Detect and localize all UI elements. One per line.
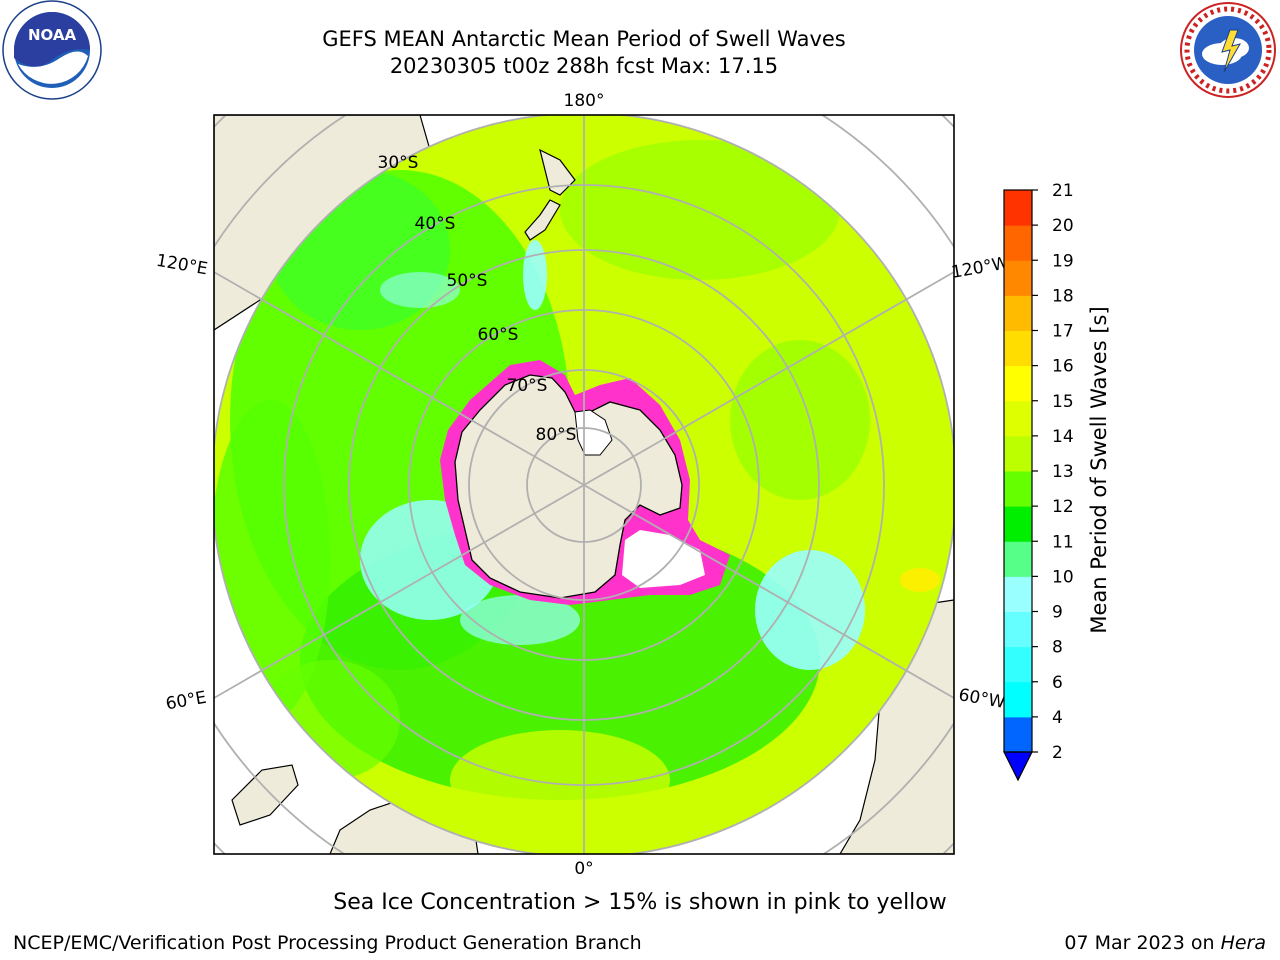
footer-date: 07 Mar 2023 on Hera — [1064, 932, 1266, 954]
colorbar: 2 4 6 8 9 10 11 12 13 14 15 16 17 18 19 20 21 — [1003, 181, 1074, 782]
map-frame — [213, 114, 955, 855]
colorbar-bin — [1004, 400, 1032, 437]
colorbar-tick-label: 20 — [1052, 216, 1074, 236]
footer-date-text: 07 Mar 2023 on — [1064, 932, 1221, 954]
colorbar-bin — [1004, 330, 1032, 367]
colorbar-bin — [1004, 295, 1032, 331]
colorbar-tick-label: 12 — [1052, 497, 1074, 517]
lon-label-120e: 120°E — [155, 251, 209, 280]
colorbar-tick-label: 21 — [1052, 181, 1074, 201]
lat-label-60s: 60°S — [478, 325, 519, 345]
sea-ice-note: Sea Ice Concentration > 15% is shown in … — [333, 890, 947, 915]
footer-credit: NCEP/EMC/Verification Post Processing Pr… — [13, 932, 642, 954]
new-zealand-landmass — [524, 148, 576, 241]
noaa-logo-icon: NOAA — [0, 0, 104, 104]
lat-label-40s: 40°S — [415, 214, 456, 234]
colorbar-label: Mean Period of Swell Waves [s] — [1087, 306, 1111, 633]
colorbar-extension — [1003, 751, 1033, 782]
colorbar-bin — [1004, 646, 1032, 683]
graticule — [214, 115, 954, 854]
colorbar-tick-label: 4 — [1052, 708, 1063, 728]
colorbar-bin — [1004, 471, 1032, 507]
colorbar-tick-label: 10 — [1052, 567, 1074, 587]
colorbar-bin — [1004, 506, 1032, 542]
colorbar-tick-label: 8 — [1052, 638, 1063, 658]
colorbar-tick-label: 15 — [1052, 392, 1074, 412]
colorbar-bin — [1004, 435, 1032, 472]
colorbar-bin — [1004, 260, 1032, 296]
colorbar-tick-label: 2 — [1052, 743, 1063, 763]
colorbar-bin — [1004, 716, 1032, 753]
madagascar-landmass — [231, 764, 299, 826]
antarctica-landmass — [454, 374, 683, 599]
lon-label-60e: 60°E — [164, 688, 208, 715]
colorbar-bin — [1004, 190, 1032, 226]
lon-label-120w: 120°W — [950, 253, 1011, 283]
colorbar-tick-label: 18 — [1052, 286, 1074, 306]
colorbar-tick-label: 13 — [1052, 462, 1074, 482]
colorbar-tick-label: 14 — [1052, 427, 1074, 447]
map-title: GEFS MEAN Antarctic Mean Period of Swell… — [322, 27, 846, 51]
lat-label-50s: 50°S — [447, 271, 488, 291]
map-subtitle: 20230305 t00z 288h fcst Max: 17.15 — [389, 54, 779, 78]
lat-label-80s: 80°S — [536, 425, 577, 445]
colorbar-bin — [1004, 681, 1032, 718]
colorbar-bin — [1004, 365, 1032, 402]
noaa-logo-text: NOAA — [28, 26, 77, 44]
colorbar-tick-label: 17 — [1052, 322, 1074, 342]
weddell-sea-ice — [622, 530, 705, 588]
colorbar-tick-label: 9 — [1052, 603, 1063, 623]
lat-label-30s: 30°S — [378, 153, 419, 173]
footer-host: Hera — [1220, 932, 1266, 954]
lon-label-60w: 60°W — [957, 685, 1007, 713]
colorbar-bin — [1004, 541, 1032, 577]
colorbar-tick-label: 6 — [1052, 673, 1063, 693]
lon-label-180: 180° — [564, 91, 605, 111]
colorbar-bin — [1004, 576, 1032, 612]
lon-label-0: 0° — [574, 859, 593, 879]
national-weather-service-logo-icon — [1176, 0, 1280, 104]
colorbar-tick-label: 19 — [1052, 251, 1074, 271]
colorbar-bin — [1004, 225, 1032, 261]
colorbar-bin — [1004, 611, 1032, 648]
colorbar-tick-label: 11 — [1052, 532, 1074, 552]
colorbar-tick-label: 16 — [1052, 357, 1074, 377]
lat-label-70s: 70°S — [507, 376, 548, 396]
